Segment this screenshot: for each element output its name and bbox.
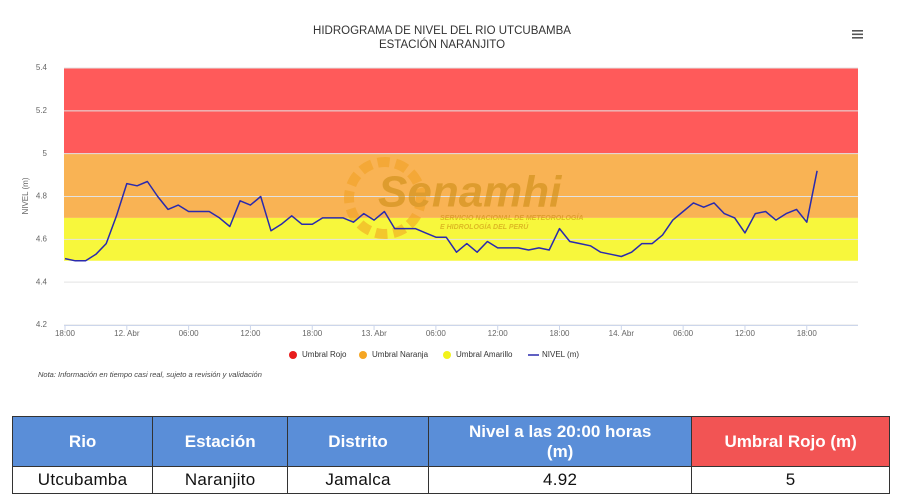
header-row: Rio Estación Distrito Nivel a las 20:00 hor… <box>11 416 890 467</box>
legend-label: Umbral Naranja <box>372 350 429 359</box>
legend-swatch <box>443 351 451 359</box>
data-line <box>64 170 818 262</box>
chart-title: HIDROGRAMA DE NIVEL DEL RIO UTCUBAMBA <box>313 25 571 37</box>
watermark-text: Senamhi <box>378 168 562 217</box>
y-tick-label: 5.4 <box>36 63 48 72</box>
legend-label: NIVEL (m) <box>542 350 579 359</box>
x-tick-label: 18:00 <box>302 329 323 338</box>
x-tick-label: 06:00 <box>179 329 200 338</box>
header-cell: Nivel a las 20:00 horas (m) <box>427 416 693 467</box>
watermark-subtext: E HIDROLOGÍA DEL PERÚ <box>440 222 529 231</box>
chart: HIDROGRAMA DE NIVEL DEL RIO UTCUBAMBA ES… <box>21 25 863 379</box>
x-tick-label: 13. Abr <box>361 329 387 338</box>
x-tick-label: 12. Abr <box>114 329 140 338</box>
chart-subtitle: ESTACIÓN NARANJITO <box>379 38 505 51</box>
x-tick-label: 12:00 <box>735 329 756 338</box>
threshold-band <box>64 153 858 218</box>
y-tick-label: 5 <box>43 149 48 158</box>
x-tick-label: 18:00 <box>549 329 570 338</box>
legend-item[interactable]: Umbral Naranja <box>359 350 429 359</box>
legend-swatch <box>359 351 367 359</box>
menu-bar <box>852 30 863 32</box>
legend-label: Umbral Rojo <box>302 350 347 359</box>
y-tick-label: 4.8 <box>36 192 48 201</box>
watermark-sun <box>344 157 426 239</box>
y-tick-label: 4.6 <box>36 234 48 243</box>
data-cell: 5 <box>691 466 890 494</box>
watermark-subtext: SERVICIO NACIONAL DE METEOROLOGÍA <box>440 213 583 222</box>
x-tick-label: 12:00 <box>240 329 261 338</box>
menu-icon[interactable] <box>852 30 863 39</box>
y-axis-label: NIVEL (m) <box>21 177 30 214</box>
x-tick-label: 06:00 <box>673 329 694 338</box>
menu-bar <box>852 33 863 36</box>
legend-item[interactable]: Umbral Rojo <box>289 350 347 359</box>
y-tick-label: 5.2 <box>36 106 48 115</box>
x-tick-label: 12:00 <box>488 329 509 338</box>
legend-item[interactable]: NIVEL (m) <box>528 350 579 359</box>
table: Rio Estación Distrito Nivel a las 20:00 hor… <box>11 416 890 494</box>
legend-swatch <box>289 351 297 359</box>
legend-label: Umbral Amarillo <box>456 350 513 359</box>
data-row: Utcubamba Naranjito Jamalca 4.92 5 <box>11 466 890 494</box>
x-tick-label: 14. Abr <box>609 329 635 338</box>
header-cell: Umbral Rojo (m) <box>691 416 890 467</box>
x-tick-label: 18:00 <box>55 329 76 338</box>
data-cell: Jamalca <box>287 466 429 494</box>
header-cell: Distrito <box>287 416 429 467</box>
y-tick-label: 4.4 <box>36 277 48 286</box>
menu-bar <box>852 37 863 39</box>
data-cell: Utcubamba <box>11 466 154 494</box>
data-cell: 4.92 <box>427 466 693 494</box>
y-tick-label: 4.2 <box>36 320 48 329</box>
x-tick-label: 06:00 <box>426 329 447 338</box>
x-tick-label: 18:00 <box>797 329 818 338</box>
note: Nota: Información en tiempo casi real, s… <box>38 370 262 379</box>
header-cell: Rio <box>11 416 154 467</box>
data-cell: Naranjito <box>152 466 289 494</box>
legend-item[interactable]: Umbral Amarillo <box>443 350 513 359</box>
header-cell: Estación <box>152 416 289 467</box>
